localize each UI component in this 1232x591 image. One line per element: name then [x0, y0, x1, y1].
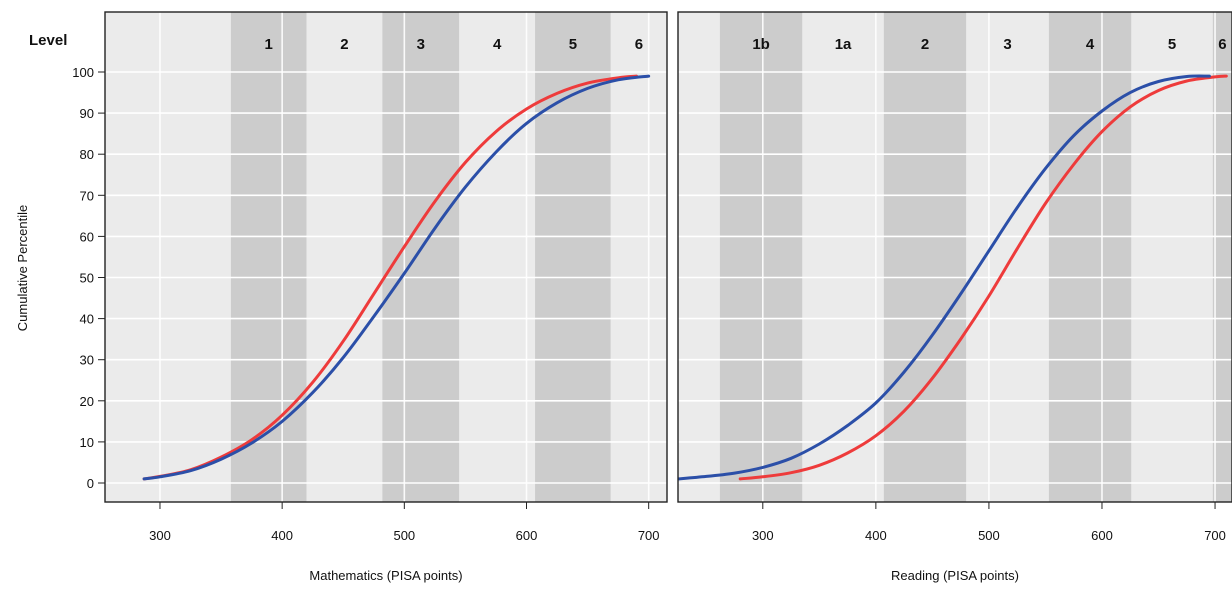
- level-band-1: [230, 12, 307, 502]
- level-band-1a: [802, 12, 884, 502]
- y-tick-label: 90: [80, 106, 94, 121]
- y-tick-label: 70: [80, 188, 94, 203]
- panel-plot-area: 1 2 3 4 5 6: [105, 12, 667, 502]
- x-tick-label: 400: [865, 528, 887, 543]
- x-tick-label: 500: [393, 528, 415, 543]
- level-label-2: 2: [921, 36, 929, 53]
- level-label-4: 4: [493, 36, 502, 53]
- panel-frame: [104, 11, 668, 503]
- level-label-5: 5: [1168, 36, 1176, 53]
- level-band-4: [459, 12, 536, 502]
- y-tick-label: 60: [80, 229, 94, 244]
- level-label-1a: 1a: [835, 36, 852, 53]
- level-band-3: [966, 12, 1049, 502]
- level-band-4: [1048, 12, 1132, 502]
- level-title: Level: [29, 32, 67, 49]
- x-tick-label: 500: [978, 528, 1000, 543]
- y-axis-title: Cumulative Percentile: [15, 205, 30, 331]
- y-tick-label: 40: [80, 312, 94, 327]
- x-axis-title-math: Mathematics (PISA points): [309, 568, 462, 583]
- y-tick-label: 0: [87, 476, 94, 491]
- level-label-6: 6: [1218, 36, 1226, 53]
- level-band-1b: [719, 12, 803, 502]
- level-band-below: [105, 12, 231, 502]
- series-line-reading-series_a: [738, 74, 1228, 481]
- y-tick-label: 100: [72, 65, 94, 80]
- panel-reading: 1b 1a 2 3 4 5 6: [677, 11, 1232, 503]
- level-band-5: [1131, 12, 1213, 502]
- x-tick-label: 600: [516, 528, 538, 543]
- level-band-2: [883, 12, 967, 502]
- y-tick-label: 80: [80, 147, 94, 162]
- y-tick-label: 30: [80, 353, 94, 368]
- level-label-3: 3: [417, 36, 425, 53]
- series-line-math-series_a: [142, 74, 638, 481]
- level-label-2: 2: [340, 36, 348, 53]
- series-line-reading-series_b: [678, 74, 1211, 481]
- level-label-5: 5: [569, 36, 577, 53]
- y-tick-label: 50: [80, 271, 94, 286]
- level-label-1b: 1b: [752, 36, 770, 53]
- level-band-6: [610, 12, 667, 502]
- y-tick-label: 20: [80, 394, 94, 409]
- level-label-3: 3: [1003, 36, 1011, 53]
- y-tick-label: 10: [80, 435, 94, 450]
- series-line-math-series_b: [142, 74, 651, 481]
- x-tick-label: 300: [149, 528, 171, 543]
- panel-frame: [677, 11, 1232, 503]
- level-label-1: 1: [265, 36, 273, 53]
- level-band-2: [306, 12, 383, 502]
- x-tick-label: 700: [638, 528, 660, 543]
- x-tick-label: 400: [271, 528, 293, 543]
- panel-math: 1 2 3 4 5 6: [104, 11, 668, 503]
- level-label-4: 4: [1086, 36, 1095, 53]
- level-band-below: [678, 12, 720, 502]
- x-axis-title-reading: Reading (PISA points): [891, 568, 1019, 583]
- panel-plot-area: 1b 1a 2 3 4 5 6: [678, 12, 1232, 502]
- x-tick-label: 700: [1204, 528, 1226, 543]
- level-label-6: 6: [635, 36, 643, 53]
- x-tick-label: 600: [1091, 528, 1113, 543]
- x-tick-label: 300: [752, 528, 774, 543]
- level-band-6: [1212, 12, 1232, 502]
- level-band-3: [382, 12, 460, 502]
